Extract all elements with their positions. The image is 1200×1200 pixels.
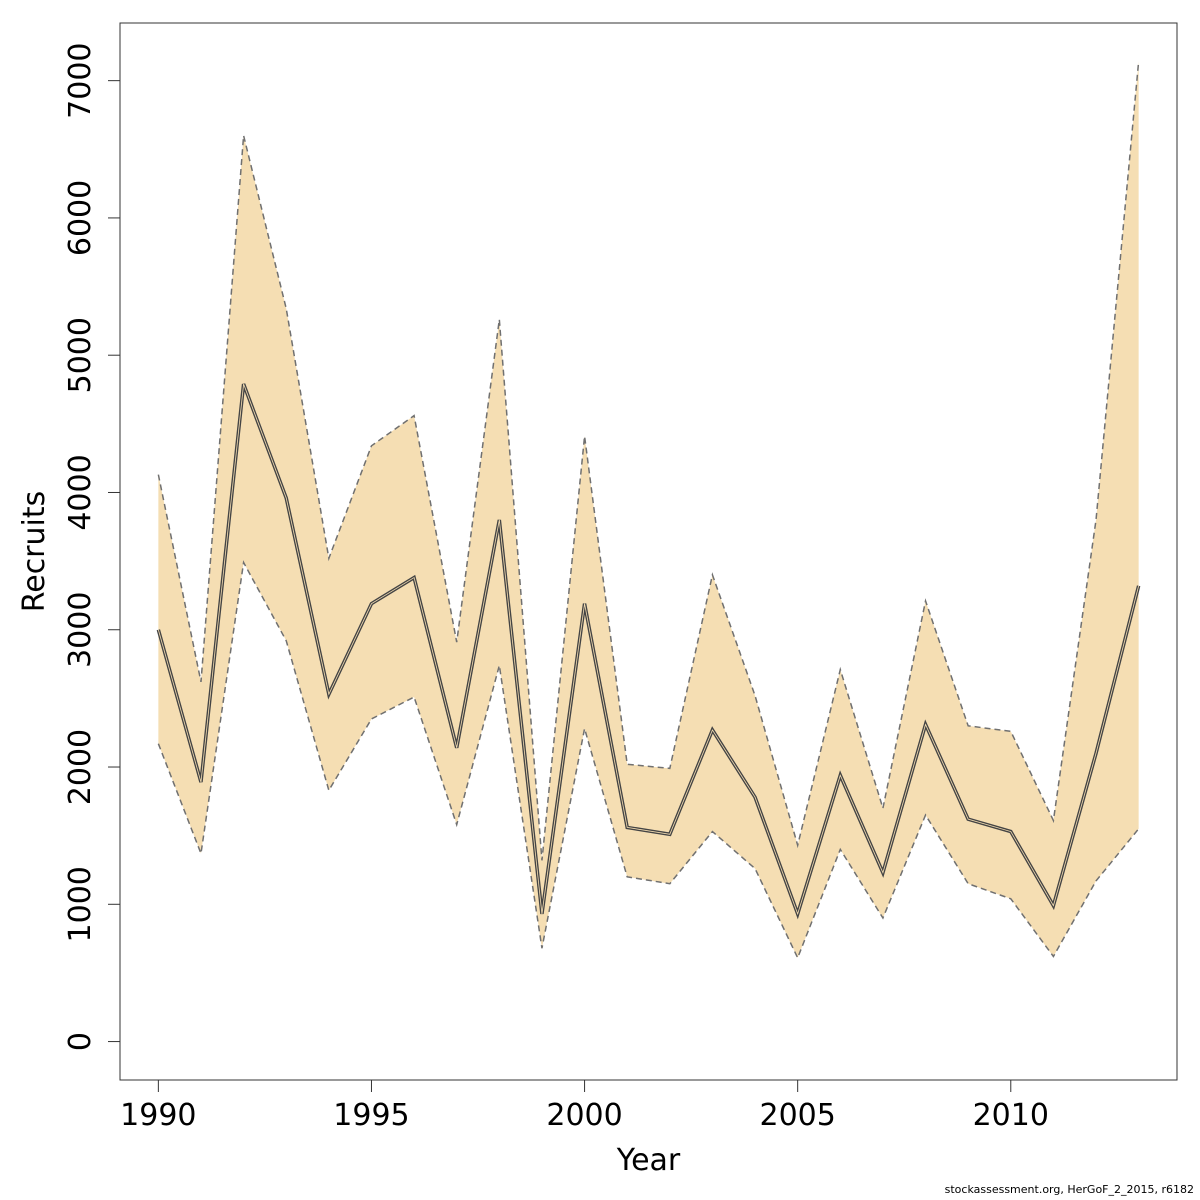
x-axis-title: Year: [616, 1143, 681, 1178]
x-tick-label: 2000: [546, 1098, 622, 1133]
x-tick-label: 1995: [333, 1098, 409, 1133]
y-tick-label: 5000: [63, 317, 98, 393]
y-axis-title: Recruits: [17, 491, 52, 613]
y-tick-label: 0: [63, 1032, 98, 1051]
y-tick-label: 2000: [63, 729, 98, 805]
y-axis: 0 1000 2000 3000 4000 5000 6000 7000: [63, 42, 121, 1051]
confidence-band: [158, 61, 1139, 958]
x-tick-label: 2010: [973, 1098, 1049, 1133]
y-tick-label: 3000: [63, 592, 98, 668]
x-tick-label: 2005: [759, 1098, 835, 1133]
upper-bound-line: [157, 61, 1140, 861]
x-tick-label: 1990: [120, 1098, 196, 1133]
y-tick-label: 7000: [63, 42, 98, 118]
estimate-line-layer: [156, 383, 1141, 920]
confidence-band-layer: [157, 61, 1140, 960]
y-tick-label: 4000: [63, 454, 98, 530]
lower-bound-line: [157, 560, 1140, 960]
y-tick-label: 1000: [63, 866, 98, 942]
footer-credit: stockassessment.org, HerGoF_2_2015, r618…: [944, 1183, 1194, 1196]
y-tick-label: 6000: [63, 180, 98, 256]
x-axis: 1990 1995 2000 2005 2010: [120, 1079, 1049, 1133]
estimate-line-inner: [157, 383, 1140, 916]
